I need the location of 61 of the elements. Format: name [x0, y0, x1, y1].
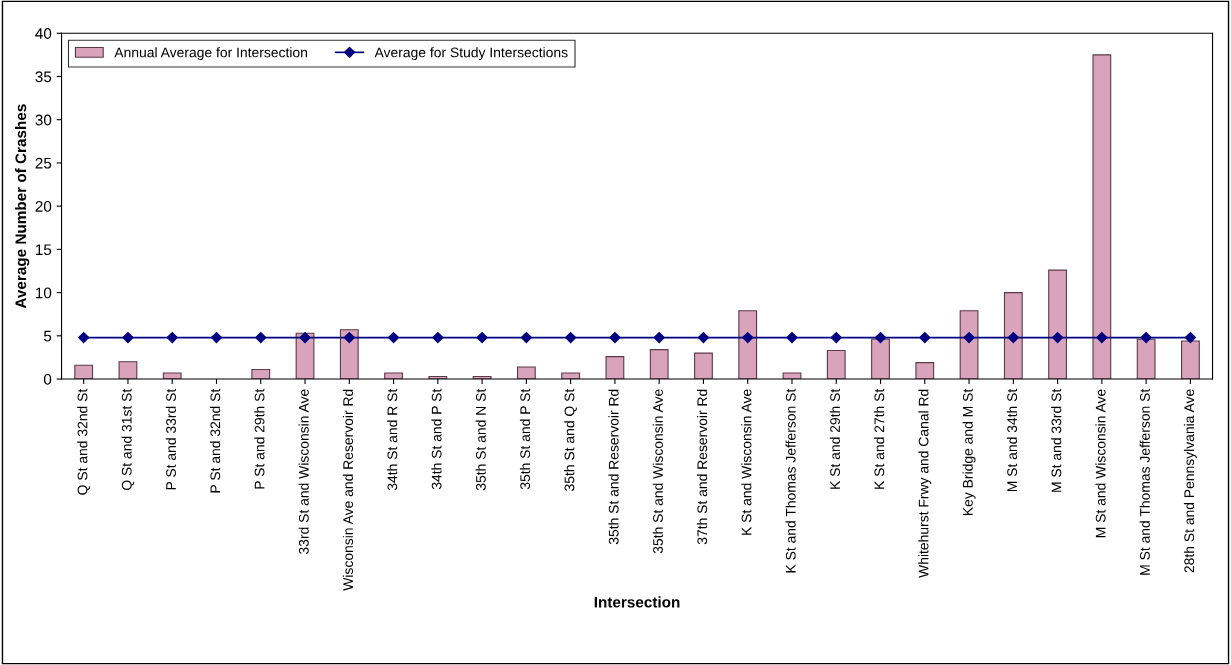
y-axis-title: Average Number of Crashes [14, 104, 30, 309]
x-tick-label: Q St and 31st St [121, 388, 135, 491]
y-tick-label: 25 [35, 157, 52, 169]
bar [915, 362, 935, 380]
y-tick-label: 40 [35, 28, 52, 39]
bar [738, 310, 758, 380]
y-tick-label: 10 [36, 287, 52, 299]
x-tick-label: 34th St and R St [387, 388, 398, 491]
x-tick-label: 35th St and Q St [564, 388, 577, 491]
x-tick-label: M St and Wisconsin Ave [1095, 389, 1106, 538]
bar [605, 356, 625, 380]
y-tick-label: 5 [43, 330, 52, 342]
bar [1136, 338, 1156, 380]
x-tick-label: 37th St and Reservoir Rd [696, 389, 708, 545]
bar [871, 338, 890, 380]
bar [74, 364, 94, 380]
bar [516, 366, 536, 380]
bar [162, 372, 182, 380]
bar [1003, 292, 1023, 380]
bar [1092, 54, 1112, 380]
y-tick-label: 35 [35, 71, 52, 83]
legend-label: Annual Average for Intersection [114, 47, 307, 61]
y-tick-label: 20 [35, 201, 52, 212]
legend-label: Average for Study Intersections [374, 47, 568, 61]
x-tick-label: Q St and 32nd St [77, 388, 90, 495]
x-tick-label: P St and 33rd St [165, 388, 176, 490]
bar [339, 329, 359, 380]
x-tick-label: 33rd St and Wisconsin Ave [298, 389, 309, 554]
x-tick-label: 34th St and P St [431, 388, 442, 490]
bar [649, 349, 669, 380]
x-tick-label: K St and 29th St [829, 388, 840, 489]
y-tick-label: 15 [36, 244, 52, 256]
bar [251, 368, 271, 380]
bar [384, 372, 403, 380]
x-tick-label: 35th St and Wisconsin Ave [652, 389, 663, 554]
bar [1048, 269, 1068, 380]
bar [826, 349, 846, 380]
x-tick-label: M St and 34th St [1006, 388, 1018, 492]
bar [118, 361, 138, 380]
x-tick-label: 35th St and N St [475, 388, 486, 491]
x-tick-label: 28th St and Pennsylvania Ave [1183, 389, 1197, 573]
x-tick-label: K St and Wisconsin Ave [741, 389, 752, 535]
x-tick-label: M St and 33rd St [1051, 388, 1062, 492]
y-tick-label: 30 [35, 114, 52, 126]
x-tick-label: Key Bridge and M St [962, 388, 976, 516]
x-tick-label: P St and 32nd St [210, 388, 221, 493]
x-tick-label: Whitehurst Frwy and Canal Rd [918, 389, 932, 578]
y-tick-label: 0 [43, 373, 52, 385]
x-axis-title: Intersection [594, 596, 680, 608]
x-tick-label: 35th St and P St [519, 388, 531, 490]
x-tick-label: K St and Thomas Jefferson St [785, 388, 796, 573]
bar [1180, 340, 1200, 380]
x-tick-label: Wisconsin Ave and Reservoir Rd [342, 389, 354, 591]
bar [561, 372, 581, 380]
x-tick-label: M St and Thomas Jefferson St [1139, 388, 1150, 575]
bar [959, 310, 979, 380]
x-tick-label: P St and 29th St [254, 388, 265, 489]
x-tick-label: K St and 27th St [874, 388, 885, 489]
bar [694, 352, 713, 380]
bar [782, 372, 802, 380]
x-tick-label: 35th St and Reservoir Rd [608, 389, 619, 545]
